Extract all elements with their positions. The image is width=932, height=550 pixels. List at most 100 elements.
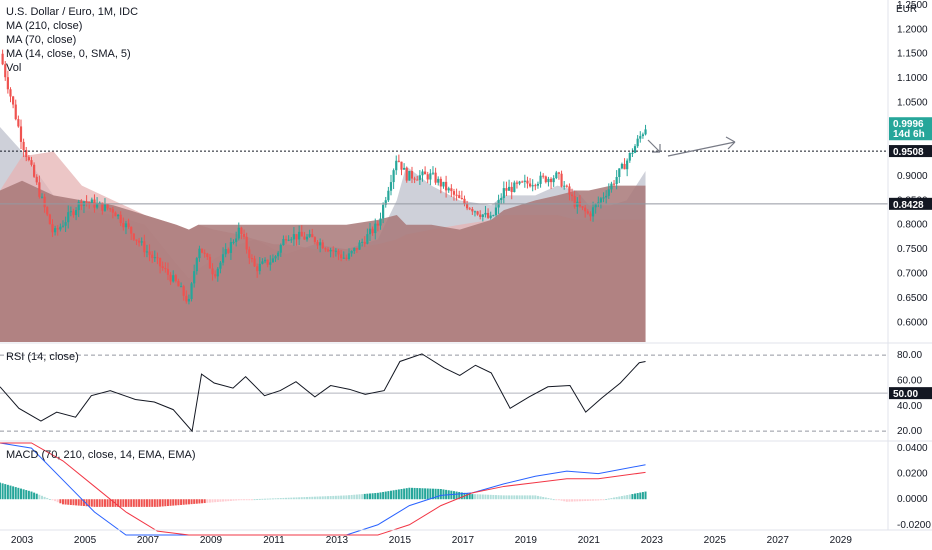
macd-histogram-bar (140, 499, 143, 507)
macd-histogram-bar (48, 499, 51, 501)
candle-body (151, 254, 154, 258)
candle-body (384, 200, 387, 205)
candle-body (74, 210, 78, 216)
macd-histogram-bar (581, 499, 584, 502)
macd-histogram-bar (578, 499, 581, 502)
candle-body (507, 186, 511, 191)
candle-body (200, 248, 204, 253)
time-tick-label: 2025 (704, 535, 727, 546)
macd-histogram-bar (382, 491, 385, 500)
candle-body (460, 198, 463, 200)
price-tick-label: 1.1000 (897, 73, 928, 84)
macd-histogram-bar (429, 488, 432, 500)
macd-histogram-bar (534, 495, 537, 500)
candle-body (555, 172, 558, 179)
candle-body (109, 208, 112, 210)
candle-body (570, 194, 574, 197)
macd-histogram-bar (75, 499, 78, 506)
macd-histogram-bar (628, 494, 631, 500)
macd-histogram-bar (38, 494, 41, 500)
legend-macd[interactable]: MACD (70, 210, close, 14, EMA, EMA) (6, 449, 196, 461)
legend-title[interactable]: U.S. Dollar / Euro, 1M, IDC (6, 6, 139, 18)
macd-histogram-bar (90, 499, 93, 507)
candle-body (48, 214, 51, 225)
candle-body (308, 234, 311, 237)
macd-histogram-bar (345, 495, 348, 500)
macd-histogram-bar (122, 499, 125, 507)
macd-histogram-bar (366, 493, 369, 500)
candle-body (248, 249, 251, 259)
candle-body (347, 253, 351, 259)
candle-body (387, 190, 390, 201)
candle-body (156, 257, 159, 259)
legend-ma14[interactable]: MA (14, close, 0, SMA, 5) (6, 48, 131, 60)
macd-histogram-bar (250, 499, 253, 501)
legend-ma210[interactable]: MA (210, close) (6, 20, 83, 32)
candle-body (203, 252, 206, 254)
macd-histogram-bar (271, 498, 274, 500)
macd-histogram-bar (67, 499, 70, 505)
macd-histogram-bar (557, 499, 560, 501)
macd-histogram-bar (88, 499, 91, 507)
candle-body (187, 298, 191, 302)
macd-histogram-bar (466, 493, 469, 500)
candle-body (631, 152, 634, 154)
candle-body (329, 250, 332, 252)
candle-body (565, 185, 568, 187)
macd-histogram-bar (605, 499, 608, 501)
candle-body (198, 248, 201, 259)
macd-histogram-bar (492, 494, 495, 500)
macd-histogram-bar (550, 498, 553, 500)
macd-histogram-bar (508, 495, 511, 500)
macd-histogram-bar (405, 488, 408, 500)
macd-histogram-bar (518, 495, 521, 500)
macd-histogram-bar (127, 499, 130, 507)
legend-vol[interactable]: Vol (6, 62, 22, 74)
macd-histogram-bar (235, 499, 238, 501)
candle-body (395, 160, 398, 171)
legend-rsi[interactable]: RSI (14, close) (6, 351, 79, 363)
candle-body (90, 199, 93, 203)
candle-body (371, 228, 374, 234)
candle-body (287, 239, 290, 241)
candle-body (536, 183, 540, 186)
rsi-tick-label: 40.00 (897, 401, 922, 412)
macd-histogram-bar (576, 499, 579, 502)
macd-histogram-bar (526, 495, 529, 500)
macd-histogram-bar (206, 499, 209, 503)
candle-body (143, 241, 146, 253)
candle-body (400, 161, 403, 170)
macd-histogram-bar (219, 499, 222, 502)
macd-histogram-bar (306, 496, 309, 500)
macd-histogram-bar (536, 495, 539, 500)
macd-histogram-bar (597, 499, 600, 501)
candle-body (54, 228, 57, 233)
macd-histogram-bar (634, 493, 637, 500)
candle-body (568, 186, 571, 195)
macd-histogram-bar (473, 494, 476, 500)
macd-histogram-bar (253, 499, 256, 501)
macd-histogram-bar (313, 496, 316, 500)
macd-histogram-bar (515, 495, 518, 500)
candle-body (6, 77, 9, 90)
macd-histogram-bar (180, 499, 183, 505)
macd-histogram-bar (424, 488, 427, 500)
macd-histogram-bar (371, 493, 374, 500)
macd-histogram-bar (319, 496, 322, 500)
candle-body (494, 207, 498, 216)
rsi-line (0, 353, 646, 433)
main-legend: U.S. Dollar / Euro, 1M, IDC MA (210, clo… (6, 5, 138, 75)
macd-histogram-bar (224, 499, 227, 502)
price-tick-label: 0.8000 (897, 220, 928, 231)
candle-body (38, 182, 41, 197)
candle-body (636, 138, 639, 147)
macd-histogram-bar (395, 489, 398, 500)
macd-histogram-bar (287, 497, 290, 500)
macd-histogram-bar (613, 497, 616, 500)
candle-body (539, 175, 542, 184)
macd-histogram-bar (245, 499, 248, 501)
candle-body (158, 258, 162, 267)
legend-ma70[interactable]: MA (70, close) (6, 34, 77, 46)
